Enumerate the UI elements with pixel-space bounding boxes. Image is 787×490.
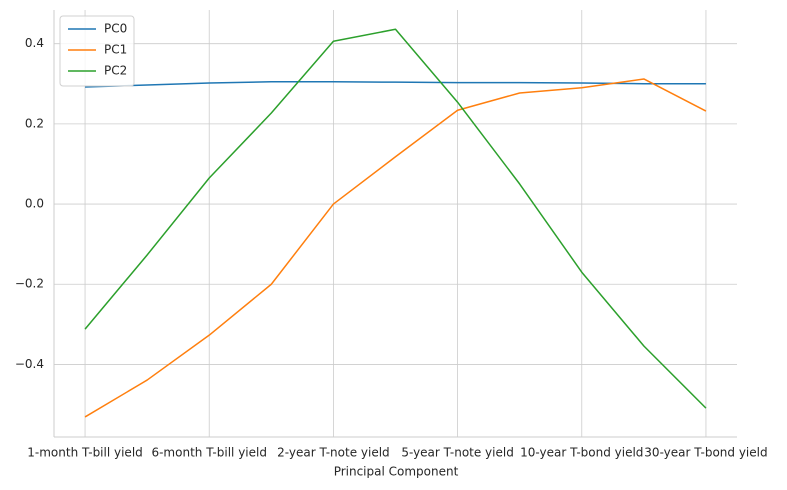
legend: PC0 PC1 PC2 <box>59 15 135 87</box>
line-series <box>85 81 706 88</box>
x-tick-label: 1-month T-bill yield <box>27 446 143 460</box>
x-tick-label: 5-year T-note yield <box>401 446 514 460</box>
legend-label: PC0 <box>104 22 127 36</box>
line-series <box>84 78 707 418</box>
x-tick-label: 2-year T-note yield <box>277 446 390 460</box>
x-tick-label: 30-year T-bond yield <box>644 446 767 460</box>
legend-label: PC2 <box>104 64 127 78</box>
legend-box <box>59 15 135 87</box>
y-tick-label: 0.0 <box>25 197 44 211</box>
x-tick-label: 6-month T-bill yield <box>151 446 267 460</box>
x-axis-label: Principal Component <box>334 465 459 479</box>
legend-label: PC1 <box>104 43 127 57</box>
line-series <box>84 28 707 409</box>
y-tick-label: 0.2 <box>25 116 44 130</box>
x-tick-label: 10-year T-bond yield <box>520 446 643 460</box>
y-tick-label: 0.4 <box>25 36 44 50</box>
y-tick-label: −0.4 <box>15 357 44 371</box>
y-tick-label: −0.2 <box>15 277 44 291</box>
